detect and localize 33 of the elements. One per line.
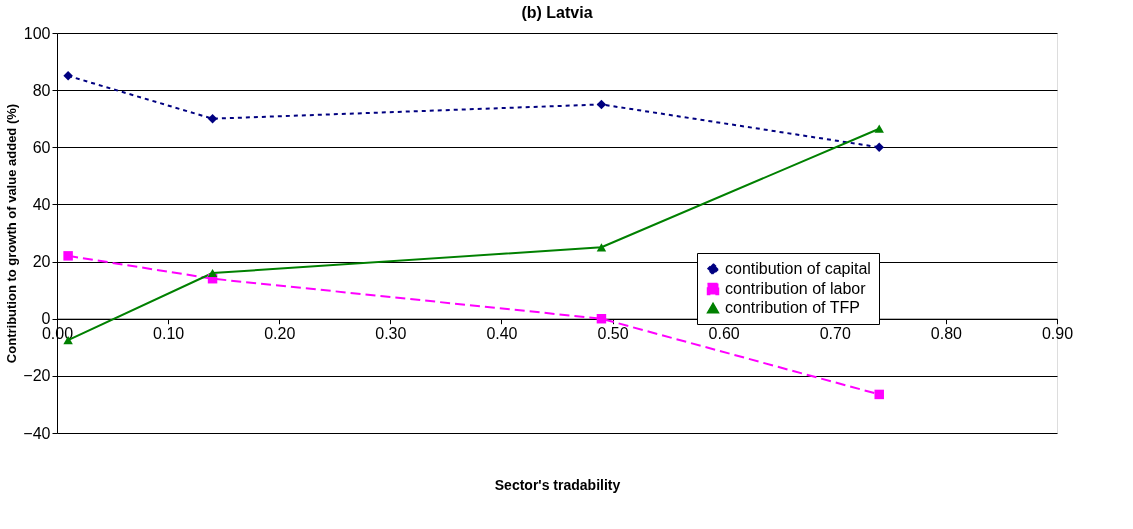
point — [874, 142, 884, 153]
legend-label: contribution of TFP — [725, 299, 860, 316]
legend-label: contibution of capital — [725, 260, 871, 277]
y-tick-label: 60 — [32, 138, 51, 156]
y-tick-label: −20 — [23, 367, 51, 385]
x-tick-label: 0.10 — [153, 325, 185, 343]
point — [63, 71, 73, 81]
point — [207, 113, 218, 124]
x-tick-label: 0.20 — [264, 325, 296, 343]
legend-label: contribution of labor — [725, 280, 867, 297]
point — [874, 389, 884, 400]
x-tick-label: 0.30 — [375, 325, 407, 343]
x-tick-label: 0.50 — [597, 325, 629, 343]
y-tick-label: 40 — [32, 195, 51, 213]
point — [63, 251, 73, 261]
x-tick-label: 0.80 — [930, 325, 963, 343]
y-tick-label: 0 — [41, 310, 51, 328]
point — [596, 313, 607, 324]
y-tick-label: 80 — [32, 81, 51, 99]
x-axis-title: Sector's tradability — [494, 476, 621, 493]
point — [596, 243, 607, 252]
x-tick-label: 0.60 — [708, 325, 740, 343]
point — [596, 99, 607, 110]
x-tick-label: 0.90 — [1041, 325, 1074, 343]
y-tick-label: −40 — [23, 424, 51, 442]
x-tick-label: 0.70 — [819, 325, 851, 343]
y-axis-title: Contribution to growth of value added (%) — [4, 103, 20, 364]
point — [207, 268, 218, 278]
y-tick-label: 20 — [32, 253, 51, 271]
y-tick-label: 100 — [23, 24, 51, 42]
chart-title: (b) Latvia — [521, 4, 593, 21]
x-tick-label: 0.40 — [486, 325, 518, 343]
point — [874, 124, 884, 133]
